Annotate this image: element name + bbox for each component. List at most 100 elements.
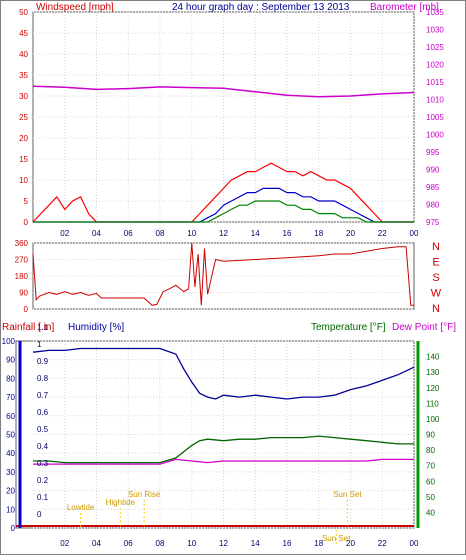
wind-x-tick-label: 16: [283, 229, 292, 238]
climate-x-tick-label: 04: [92, 539, 101, 548]
compass-label: N: [432, 241, 440, 253]
wind-x-tick-label: 22: [378, 229, 387, 238]
temperature-tick-label: 40: [426, 508, 435, 517]
rainfall-tick-label: 0: [37, 510, 42, 519]
temperature-tick-label: 120: [426, 384, 440, 393]
climate-x-tick-label: 06: [124, 539, 133, 548]
barometer-tick-label: 1010: [426, 96, 444, 105]
rainfall-tick-label: 0.5: [37, 425, 49, 434]
barometer-tick-label: 990: [426, 166, 440, 175]
wind-x-tick-label: 18: [314, 229, 323, 238]
wind-x-tick-label: 20: [346, 229, 355, 238]
humidity-tick-label: 70: [6, 393, 15, 402]
temperature-line: [33, 435, 414, 464]
rainfall-tick-label: 0.8: [37, 374, 49, 383]
direction-gridlines: [33, 242, 414, 310]
wind-x-tick-label: 12: [219, 229, 228, 238]
barometer-tick-label: 1035: [426, 8, 444, 17]
wind-axis-labels: 0510152025303540455097598098599099510001…: [19, 8, 444, 238]
wind-series-group: [32, 85, 415, 223]
direction-tick-label: 360: [15, 239, 29, 248]
wind-x-tick-label: 00: [410, 229, 419, 238]
climate-x-tick-label: 10: [187, 539, 196, 548]
temperature-tick-label: 50: [426, 493, 435, 502]
temperature-tick-label: 90: [426, 431, 435, 440]
annotation-label: Hightide: [106, 498, 136, 507]
wind-avg-line: [33, 187, 414, 223]
wind-tick-label: 45: [19, 29, 28, 38]
temperature-tick-label: 60: [426, 477, 435, 486]
barometer-tick-label: 980: [426, 201, 440, 210]
rainfall-tick-label: 0.6: [37, 408, 49, 417]
wind-tick-label: 30: [19, 92, 28, 101]
wind-x-tick-label: 10: [187, 229, 196, 238]
barometer-tick-label: 1020: [426, 61, 444, 70]
barometer-tick-label: 1030: [426, 26, 444, 35]
rainfall-tick-label: 0.4: [37, 442, 49, 451]
rainfall-axis-title: Rainfall [.in]: [2, 322, 54, 333]
compass-label: E: [432, 257, 439, 269]
direction-tick-label: 0: [24, 305, 29, 314]
climate-x-tick-label: 16: [283, 539, 292, 548]
temperature-tick-label: 80: [426, 446, 435, 455]
wind-tick-label: 15: [19, 155, 28, 164]
climate-x-tick-label: 14: [251, 539, 260, 548]
wind-gust-line: [32, 162, 414, 223]
page-title: 24 hour graph day : September 13 2013: [172, 2, 350, 13]
wind-min-line: [33, 200, 414, 223]
climate-x-tick-label: 02: [60, 539, 69, 548]
windspeed-axis-title: Windspeed [mph]: [36, 2, 114, 13]
temperature-tick-label: 110: [426, 399, 439, 408]
humidity-tick-label: 0: [11, 524, 16, 533]
humidity-tick-label: 10: [6, 505, 15, 514]
rainfall-tick-label: 1.1: [37, 323, 49, 332]
climate-axis-labels: 010203040506070809010000.10.20.30.40.50.…: [2, 323, 440, 548]
barometer-tick-label: 1000: [426, 131, 444, 140]
direction-series-group: [32, 242, 414, 306]
wind-tick-label: 20: [19, 134, 28, 143]
temperature-tick-label: 70: [426, 462, 435, 471]
humidity-tick-label: 20: [6, 487, 15, 496]
barometer-tick-label: 975: [426, 218, 440, 227]
barometer-tick-label: 1015: [426, 78, 444, 87]
dewpoint-line: [33, 458, 414, 465]
annotation-label: Sun Rise: [128, 490, 161, 499]
wind-tick-label: 25: [19, 113, 28, 122]
rainfall-tick-label: 0.7: [37, 391, 49, 400]
humidity-tick-label: 40: [6, 449, 15, 458]
rainfall-tick-label: 1: [37, 340, 42, 349]
annotation-label: Sun Set: [333, 490, 362, 499]
wind-tick-label: 35: [19, 71, 28, 80]
climate-x-tick-label: 08: [156, 539, 165, 548]
wind-x-tick-label: 14: [251, 229, 260, 238]
compass-label: N: [432, 303, 440, 315]
climate-x-tick-label: 18: [314, 539, 323, 548]
wind-x-tick-label: 04: [92, 229, 101, 238]
compass-label: W: [431, 288, 442, 300]
wind-tick-label: 40: [19, 50, 28, 59]
rainfall-tick-label: 0.2: [37, 476, 49, 485]
humidity-tick-label: 90: [6, 356, 15, 365]
humidity-tick-label: 100: [2, 337, 16, 346]
annotation-label: Lowtide: [67, 503, 95, 512]
wind-tick-label: 10: [19, 176, 28, 185]
temperature-tick-label: 140: [426, 353, 440, 362]
humidity-line: [32, 347, 415, 400]
compass-label: S: [432, 272, 439, 284]
climate-x-tick-label: 00: [410, 539, 419, 548]
humidity-tick-label: 60: [6, 412, 15, 421]
annotation-label: Sun Set: [322, 534, 351, 543]
rainfall-tick-label: 0.9: [37, 357, 49, 366]
humidity-tick-label: 30: [6, 468, 15, 477]
rainfall-tick-label: 0.1: [37, 493, 49, 502]
barometer-tick-label: 995: [426, 148, 440, 157]
wind-tick-label: 50: [19, 8, 28, 17]
climate-series-group: [16, 347, 415, 527]
temperature-tick-label: 100: [426, 415, 440, 424]
climate-x-tick-label: 12: [219, 539, 228, 548]
